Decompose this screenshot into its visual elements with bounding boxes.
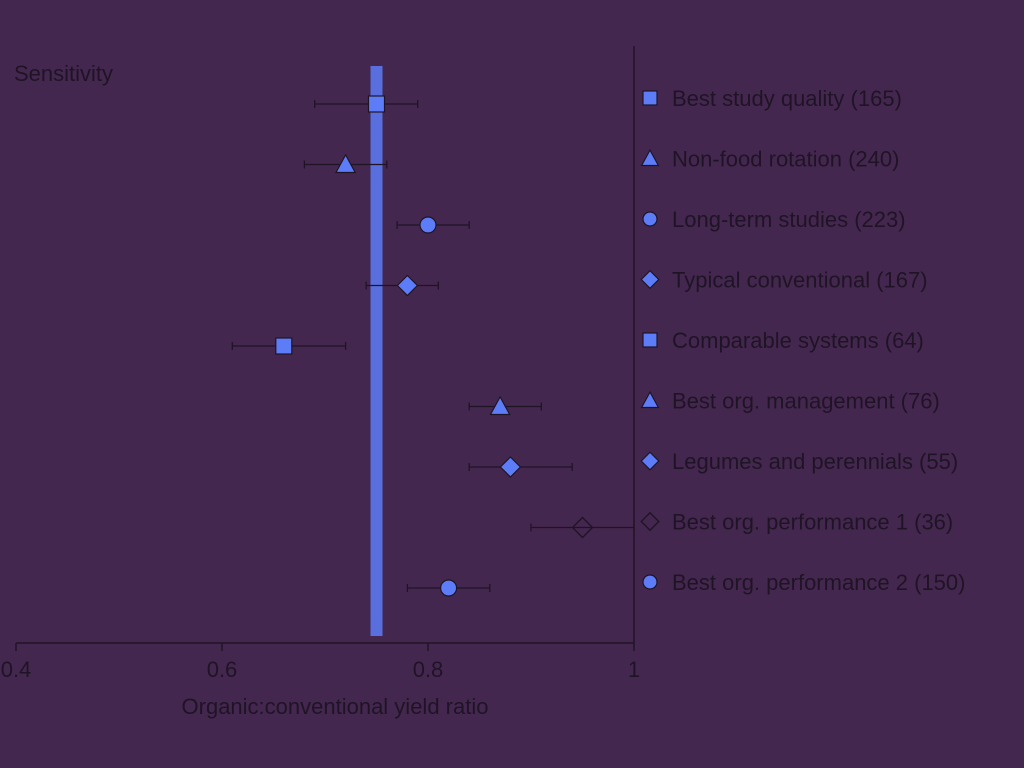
x-tick-label: 1	[628, 657, 640, 682]
legend-marker	[640, 148, 660, 167]
legend-item: Legumes and perennials (55)	[640, 449, 958, 474]
data-point-group	[365, 274, 439, 297]
legend-label: Typical conventional (167)	[672, 268, 928, 293]
legend: Best study quality (165) Non-food rotatio…	[640, 86, 965, 595]
legend-label: Legumes and perennials (55)	[672, 449, 958, 474]
data-point	[396, 274, 419, 297]
data-point	[499, 456, 522, 478]
legend-item: Non-food rotation (240)	[640, 147, 899, 172]
chart-title: Sensitivity	[14, 61, 113, 86]
data-point-group	[396, 216, 470, 234]
legend-marker	[642, 90, 658, 106]
legend-item: Comparable systems (64)	[642, 328, 924, 353]
legend-marker	[642, 574, 658, 590]
legend-marker	[640, 451, 660, 471]
data-point-group	[303, 153, 388, 174]
data-point-group	[530, 516, 635, 539]
legend-item: Best study quality (165)	[642, 86, 902, 111]
x-tick-label: 0.4	[1, 657, 32, 682]
data-point	[275, 337, 293, 355]
legend-label: Comparable systems (64)	[672, 328, 924, 353]
legend-label: Long-term studies (223)	[672, 207, 906, 232]
legend-label: Best org. performance 2 (150)	[672, 570, 965, 595]
plot-area: 0.4 0.6 0.8 1	[1, 46, 640, 682]
data-point	[571, 516, 594, 539]
data-point-group	[468, 456, 573, 478]
legend-label: Best org. management (76)	[672, 389, 940, 414]
data-point-group	[406, 579, 491, 597]
legend-item: Best org. performance 1 (36)	[640, 510, 953, 535]
data-point-group	[231, 337, 347, 355]
data-point	[419, 216, 437, 234]
legend-marker	[640, 269, 660, 290]
legend-marker	[640, 390, 660, 409]
legend-marker	[642, 211, 658, 227]
legend-label: Non-food rotation (240)	[672, 147, 899, 172]
legend-item: Typical conventional (167)	[640, 268, 928, 293]
x-tick-label: 0.6	[207, 657, 238, 682]
legend-label: Best org. performance 1 (36)	[672, 510, 953, 535]
data-point	[440, 579, 458, 597]
data-point-group	[314, 95, 419, 113]
legend-item: Best org. performance 2 (150)	[642, 570, 965, 595]
legend-item: Best org. management (76)	[640, 389, 940, 414]
data-point-group	[468, 395, 542, 416]
legend-marker	[642, 332, 658, 348]
legend-marker	[640, 511, 660, 532]
data-point	[489, 395, 511, 416]
x-axis-label: Organic:conventional yield ratio	[182, 694, 489, 719]
x-tick-label: 0.8	[413, 657, 444, 682]
data-point	[334, 153, 357, 174]
data-point	[367, 95, 386, 113]
legend-label: Best study quality (165)	[672, 86, 902, 111]
legend-item: Long-term studies (223)	[642, 207, 906, 232]
